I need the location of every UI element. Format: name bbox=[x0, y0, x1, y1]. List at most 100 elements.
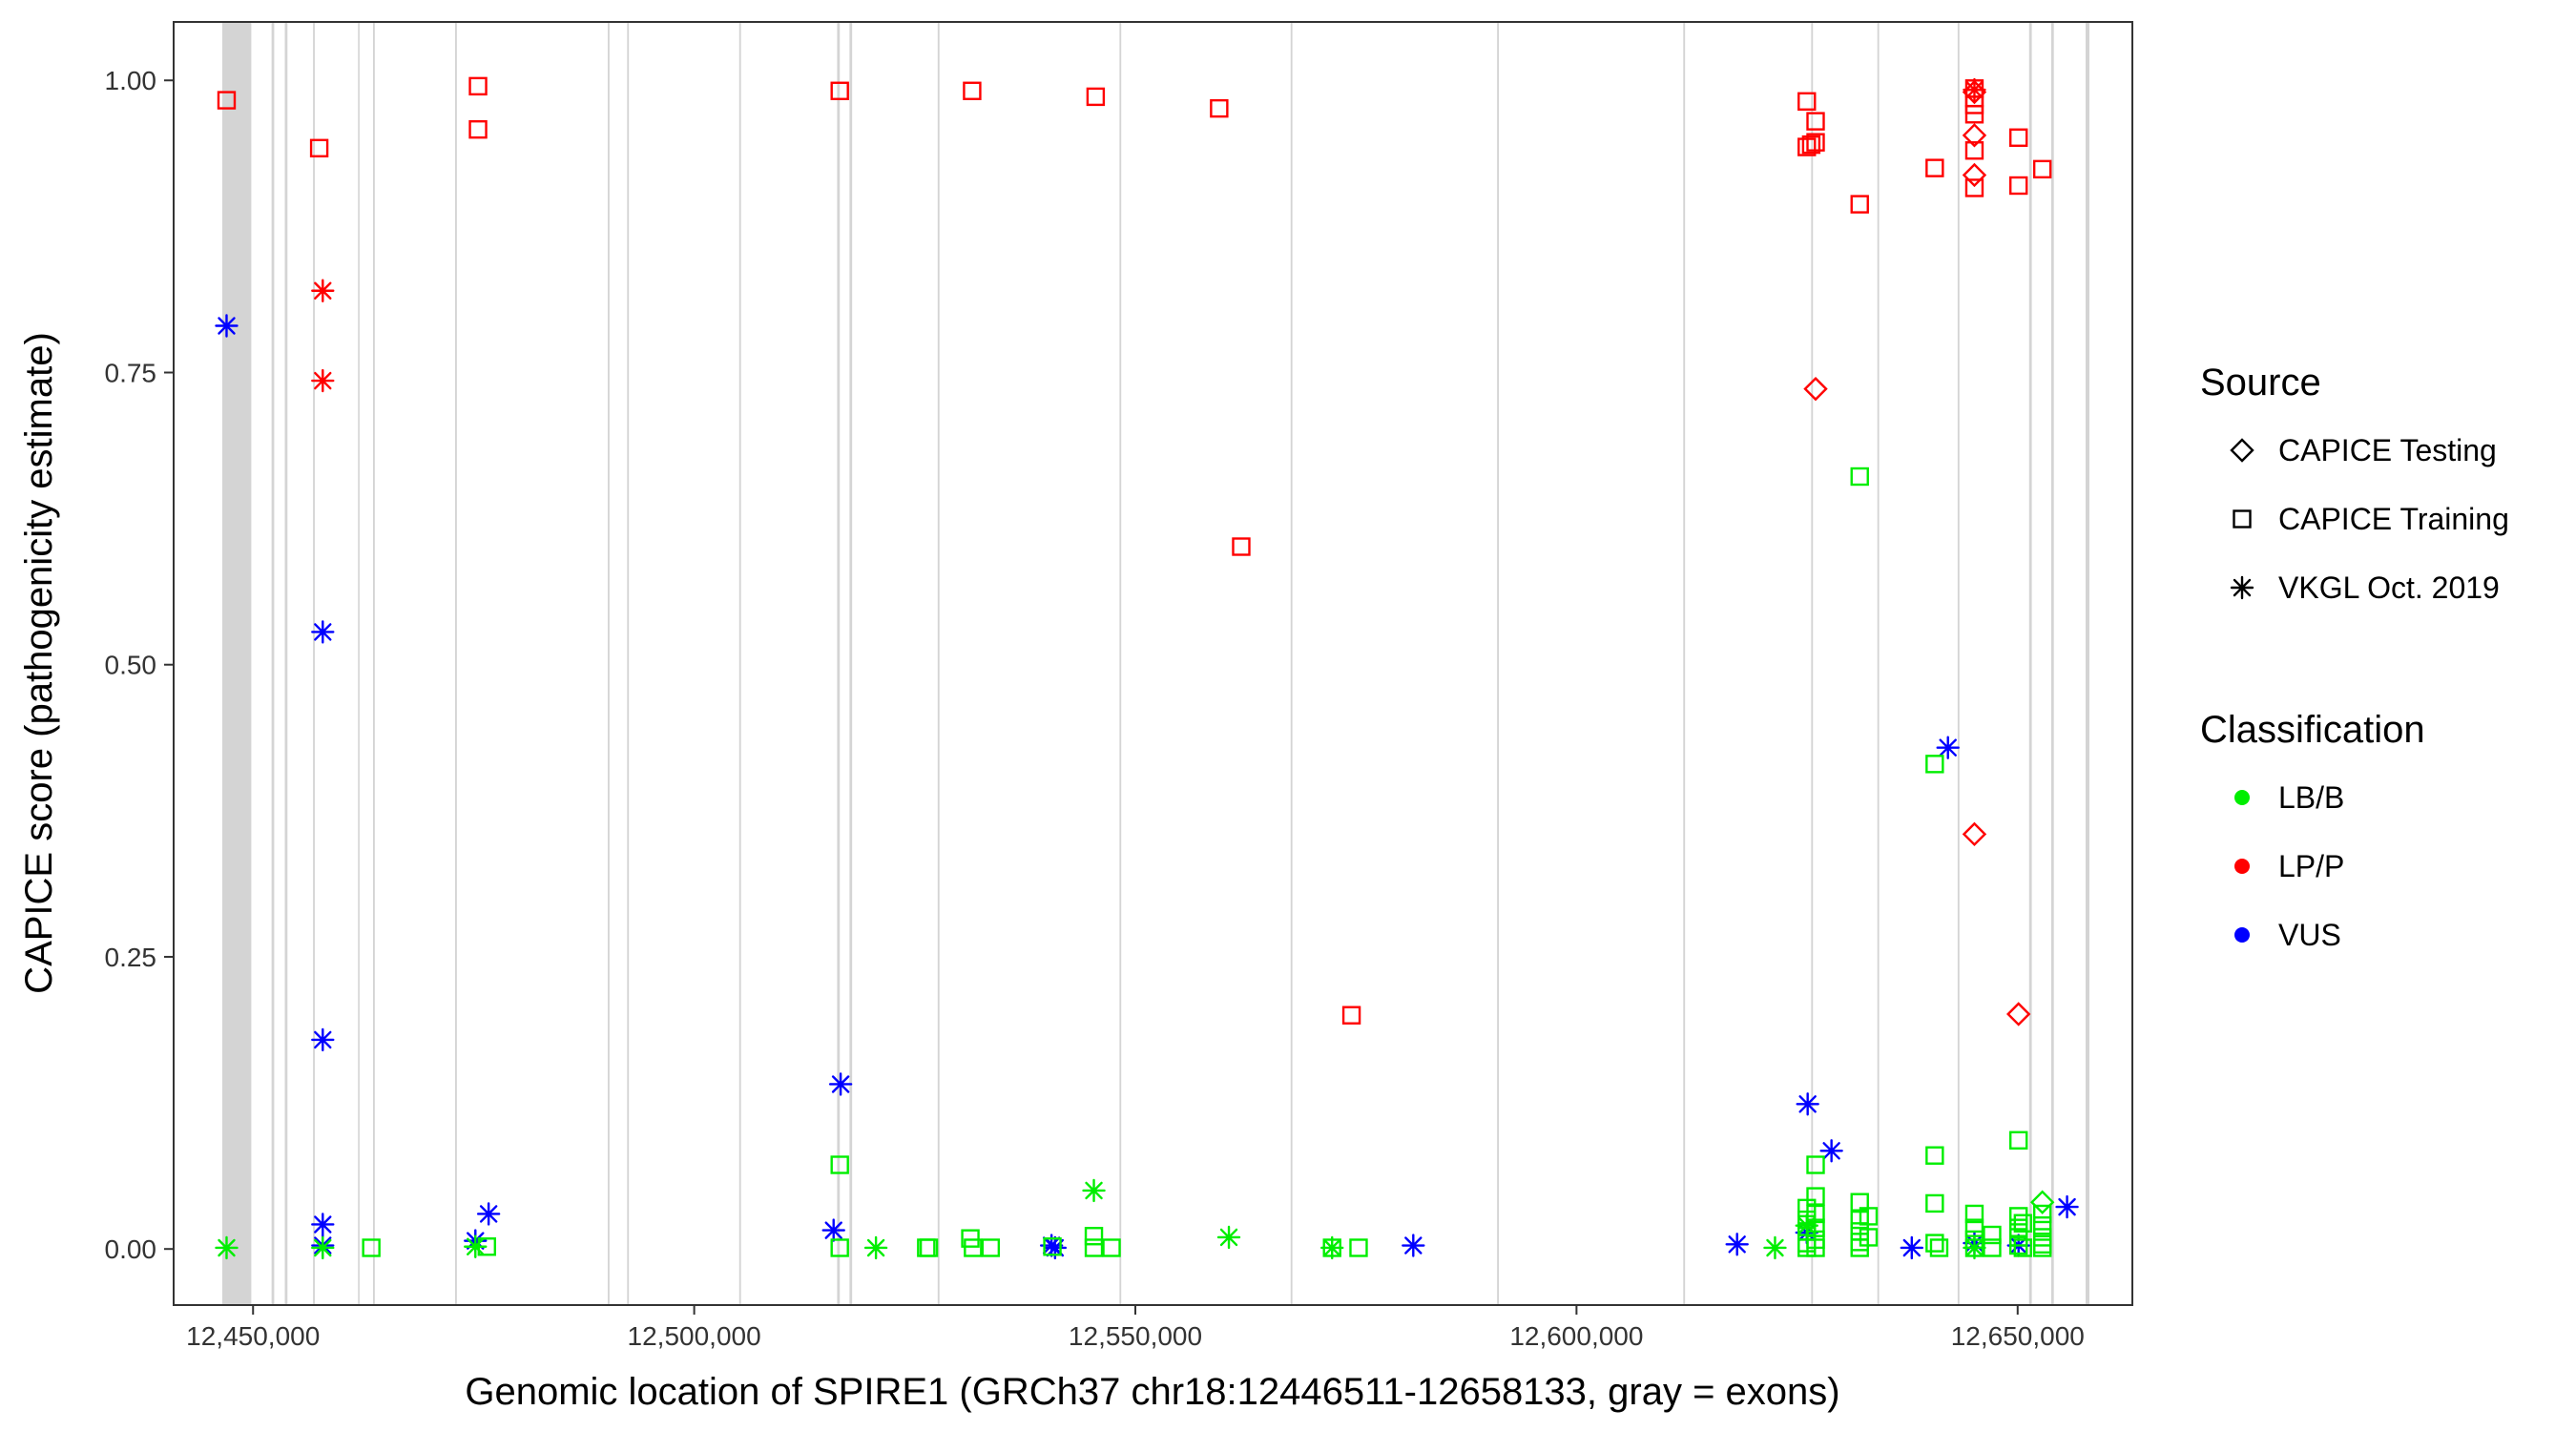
data-point bbox=[311, 620, 335, 644]
legend-class-label: VUS bbox=[2278, 918, 2341, 952]
data-point bbox=[1322, 1238, 1341, 1257]
data-point bbox=[1962, 123, 1987, 148]
data-point bbox=[1983, 1225, 2002, 1245]
y-tick-label: 0.75 bbox=[105, 358, 157, 387]
axes: 12,450,000 12,500,000 12,550,000 12,600,000… bbox=[105, 66, 2085, 1351]
y-tick-label: 0.00 bbox=[105, 1234, 157, 1264]
data-point bbox=[464, 1234, 488, 1258]
exon-band bbox=[284, 22, 288, 1305]
data-point bbox=[1796, 1092, 1819, 1116]
legend-class-title: Classification bbox=[2200, 709, 2425, 751]
data-point bbox=[964, 1238, 983, 1257]
data-point bbox=[1983, 1238, 2002, 1257]
data-point bbox=[362, 1238, 381, 1257]
x-tick-label: 12,600,000 bbox=[1509, 1321, 1643, 1351]
data-point bbox=[477, 1237, 496, 1256]
data-point bbox=[1402, 1234, 1425, 1257]
exon-band bbox=[937, 22, 940, 1305]
data-point bbox=[821, 1218, 845, 1242]
data-point bbox=[963, 81, 982, 100]
data-point bbox=[1349, 1238, 1368, 1257]
x-tick-label: 12,550,000 bbox=[1069, 1321, 1202, 1351]
data-point bbox=[981, 1238, 1001, 1257]
data-point bbox=[2032, 1238, 2052, 1257]
data-point bbox=[468, 119, 488, 139]
legend-class-label: LP/P bbox=[2278, 849, 2344, 883]
data-point bbox=[1043, 1237, 1062, 1256]
data-point bbox=[1084, 1227, 1104, 1246]
data-point bbox=[1232, 537, 1251, 556]
data-point bbox=[2009, 176, 2028, 196]
data-point bbox=[961, 1229, 980, 1248]
data-point bbox=[2009, 128, 2028, 147]
exon-band bbox=[1877, 22, 1880, 1305]
data-point bbox=[1925, 1146, 1944, 1165]
x-axis-title: Genomic location of SPIRE1 (GRCh37 chr18… bbox=[465, 1371, 1839, 1413]
exon-band bbox=[1811, 22, 1814, 1305]
data-point bbox=[215, 1235, 239, 1260]
legend-source-key bbox=[2230, 575, 2254, 600]
data-point bbox=[1806, 133, 1825, 152]
data-point bbox=[1964, 141, 1984, 160]
legend-source-key bbox=[2230, 438, 2254, 463]
data-point bbox=[830, 81, 849, 100]
data-point bbox=[1806, 1218, 1825, 1237]
data-point bbox=[1320, 1235, 1344, 1260]
data-point bbox=[1803, 376, 1828, 402]
legend-class-key bbox=[2234, 859, 2250, 874]
data-point bbox=[2032, 159, 2052, 179]
exon-bands bbox=[221, 22, 2089, 1305]
data-point bbox=[2006, 1002, 2031, 1027]
y-tick-label: 0.50 bbox=[105, 651, 157, 680]
exon-band bbox=[2050, 22, 2054, 1305]
data-point bbox=[1962, 162, 1987, 188]
exon-band bbox=[1683, 22, 1686, 1305]
data-point bbox=[1936, 736, 1960, 759]
data-point bbox=[1850, 467, 1869, 487]
data-point bbox=[2032, 1216, 2052, 1235]
exon-band bbox=[2085, 22, 2089, 1305]
exon-band bbox=[455, 22, 457, 1305]
exon-band bbox=[221, 22, 252, 1305]
y-tick-label: 1.00 bbox=[105, 66, 157, 95]
data-point bbox=[917, 1238, 936, 1257]
exon-band bbox=[1957, 22, 1960, 1305]
legend: Source Classification CAPICE Testing CAPI… bbox=[2200, 362, 2509, 952]
data-point bbox=[1806, 1204, 1825, 1224]
data-point bbox=[2029, 1190, 2055, 1214]
exon-band bbox=[2028, 22, 2032, 1305]
data-point bbox=[1925, 158, 1944, 177]
data-point bbox=[476, 1202, 501, 1226]
data-point bbox=[1102, 1238, 1121, 1257]
data-point bbox=[215, 314, 239, 338]
legend-source-title: Source bbox=[2200, 362, 2321, 404]
data-point bbox=[1850, 195, 1869, 214]
data-point bbox=[1216, 1225, 1241, 1250]
data-point bbox=[830, 1238, 849, 1257]
data-point bbox=[1962, 821, 1987, 847]
data-point bbox=[468, 76, 488, 96]
x-tick-label: 12,650,000 bbox=[1951, 1321, 2085, 1351]
data-point bbox=[1084, 1238, 1104, 1257]
data-point bbox=[1801, 135, 1821, 155]
exon-band bbox=[1119, 22, 1122, 1305]
x-tick-label: 12,500,000 bbox=[628, 1321, 761, 1351]
data-point bbox=[2009, 1235, 2028, 1255]
exon-band bbox=[313, 22, 315, 1305]
data-point bbox=[311, 368, 335, 393]
data-point bbox=[311, 279, 335, 302]
legend-class-key bbox=[2234, 790, 2250, 805]
data-point bbox=[863, 1235, 888, 1260]
data-point bbox=[1859, 1228, 1879, 1247]
data-point bbox=[1806, 112, 1825, 131]
data-point bbox=[1210, 98, 1229, 118]
y-axis-title: CAPICE score (pathogenicity estimate) bbox=[18, 332, 60, 994]
legend-source-key bbox=[2233, 509, 2252, 529]
data-point bbox=[2032, 1204, 2052, 1224]
data-point bbox=[1806, 1155, 1825, 1174]
data-point bbox=[1043, 1235, 1068, 1260]
data-point bbox=[1806, 1238, 1825, 1257]
data-point bbox=[1962, 79, 1987, 105]
plot-panel-border bbox=[173, 21, 2133, 1306]
